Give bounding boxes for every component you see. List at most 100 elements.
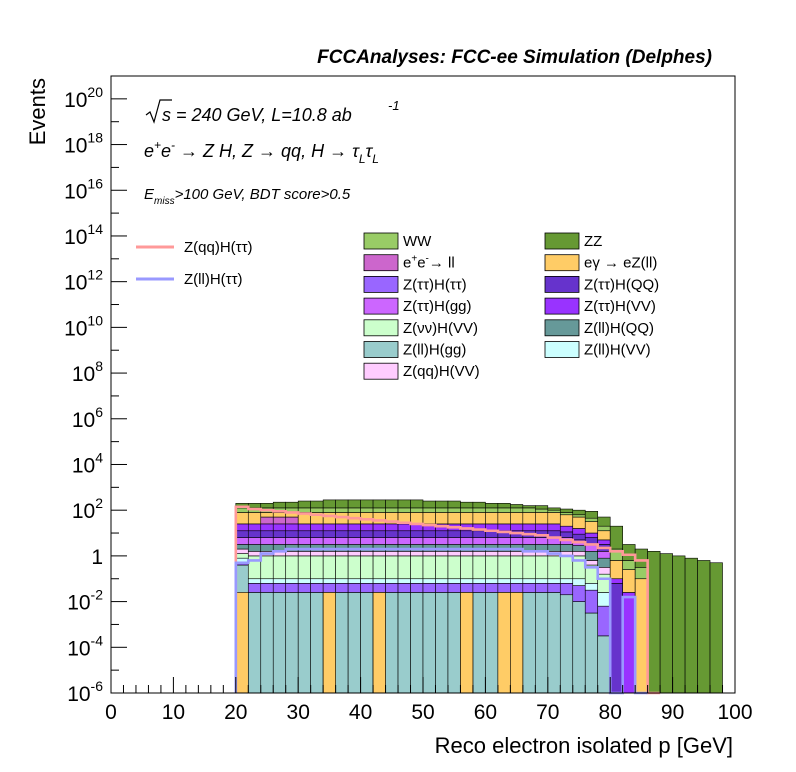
stack-bar-z-tautau-h-qq-32 [310, 530, 324, 538]
stack-bar-zz-94 [697, 560, 711, 694]
y-tick-label: 1010 [64, 312, 103, 340]
stack-bar-ww-68 [535, 508, 549, 513]
stack-bar-z-tautau-h-vv-34 [322, 523, 336, 532]
energy-lumi-text: = 240 GeV, L=10.8 ab [176, 105, 352, 125]
stack-bar-z-tautau-h-qq-20 [235, 530, 249, 538]
stack-bar-ww-66 [522, 507, 536, 513]
legend-swatch-z-tautau-h-tautau [363, 275, 399, 293]
stack-bar-z-nunu-h-vv-66 [522, 555, 536, 580]
stack-bar-z-tautau-h-gg-78 [597, 551, 611, 559]
stack-bar-zz-42 [372, 499, 386, 509]
stack-bar-z-qq-h-vv-58 [472, 551, 486, 557]
x-tick-label: 70 [536, 701, 559, 724]
stack-bar-egamma-ez-ll-24 [260, 512, 274, 518]
legend-label-z-ll-h-qq: Z(ll)H(QQ) [584, 320, 654, 337]
legend-label-zz: ZZ [584, 233, 602, 250]
x-tick-label: 50 [411, 701, 434, 724]
x-tick-label: 10 [162, 701, 185, 724]
stack-bar-z-ll-h-gg-48 [410, 592, 424, 694]
stack-bar-z-tautau-h-tautau-58 [472, 583, 486, 593]
stack-bar-zz-34 [322, 499, 336, 509]
stack-bar-ww-40 [360, 507, 374, 513]
stack-bar-z-ll-h-gg-70 [547, 592, 561, 694]
stack-bar-ww-30 [297, 507, 311, 513]
stack-bar-z-ll-h-vv-72 [559, 578, 574, 584]
annotation-cuts: Emiss>100 GeV, BDT score>0.5 [144, 186, 351, 207]
stack-bar-egamma-ez-ll-26 [272, 512, 287, 518]
stack-bar-zz-92 [684, 557, 698, 694]
stack-bar-z-ll-h-gg-26 [272, 592, 287, 694]
stack-bar-z-ll-h-qq-70 [547, 544, 561, 552]
stack-bar-z-ll-h-gg-60 [485, 592, 499, 694]
stack-bar-egamma-ez-ll-54 [447, 512, 461, 525]
egamma-bar-64 [510, 592, 524, 694]
stack-bar-zz-62 [497, 503, 511, 509]
x-tick-label: 0 [105, 701, 117, 724]
stack-bar-z-ll-h-gg-74 [572, 601, 586, 694]
stack-bar-ww-62 [497, 507, 511, 513]
stack-bar-z-tautau-h-qq-58 [472, 530, 486, 538]
stack-bar-z-tautau-h-qq-38 [347, 530, 361, 538]
y-tick-label: 10-2 [67, 587, 103, 615]
stack-bar-zz-28 [285, 501, 299, 509]
x-axis-ticks: 0 10 20 30 40 50 60 70 80 90 100 [105, 677, 753, 724]
y-tick-label: 1018 [64, 130, 103, 158]
stack-bar-z-ll-h-gg-50 [422, 592, 436, 694]
stack-bar-z-ll-h-gg-40 [360, 592, 374, 694]
stack-bar-z-tautau-h-vv-40 [360, 523, 374, 532]
stack-bar-z-tautau-h-vv-72 [559, 525, 574, 533]
stack-bar-ww-36 [335, 507, 349, 513]
stack-bar-z-qq-h-vv-78 [597, 567, 611, 575]
egamma-bar-42 [372, 592, 386, 694]
legend-swatch-z-tautau-h-qq [544, 275, 580, 293]
stack-bar-z-nunu-h-vv-26 [272, 555, 287, 580]
stack-bar-zz-22 [247, 503, 262, 509]
stack-bar-z-tautau-h-qq-40 [360, 530, 374, 538]
stack-bar-z-tautau-h-tautau-32 [310, 583, 324, 593]
legend-swatch-e-e-ll [363, 254, 399, 272]
stack-bar-z-ll-h-vv-60 [485, 578, 499, 584]
legend-swatch-z-ll-h-gg [363, 341, 399, 358]
sqrt-s: s [162, 105, 171, 125]
stack-bar-z-tautau-h-vv-70 [547, 523, 561, 532]
stack-bar-z-tautau-h-gg-40 [360, 537, 374, 545]
stack-bar-z-tautau-h-tautau-44 [385, 583, 399, 593]
stack-bar-z-tautau-h-gg-22 [247, 537, 262, 545]
stack-bar-z-qq-h-vv-62 [497, 551, 511, 557]
stack-bar-z-qq-h-vv-36 [335, 551, 349, 557]
stack-bar-z-ll-h-vv-28 [285, 578, 299, 584]
stack-bar-z-nunu-h-vv-52 [435, 555, 449, 580]
stack-bar-z-nunu-h-vv-24 [260, 555, 274, 580]
stack-bar-z-tautau-h-gg-30 [297, 537, 311, 545]
stack-bar-z-ll-h-vv-48 [410, 578, 424, 584]
stack-bar-zz-48 [410, 499, 424, 509]
stack-bar-z-qq-h-vv-40 [360, 551, 374, 557]
stack-bar-egamma-ez-ll-42 [372, 512, 386, 525]
stack-bar-z-tautau-h-gg-62 [497, 537, 511, 545]
stack-bar-z-tautau-h-tautau-72 [559, 583, 574, 596]
stack-bar-zz-96 [709, 562, 723, 694]
stack-bar-z-ll-h-qq-76 [584, 551, 599, 561]
stack-bar-z-tautau-h-qq-44 [385, 530, 399, 538]
y-tick-label: 104 [72, 449, 103, 477]
stack-bar-z-tautau-h-qq-72 [559, 531, 574, 538]
signal-line-z-qq-h-tautau [234, 505, 661, 695]
stack-bar-zz-44 [385, 499, 399, 509]
x-tick-label: 20 [224, 701, 247, 724]
stack-bar-z-tautau-h-gg-42 [372, 537, 386, 545]
stack-bar-z-nunu-h-vv-50 [422, 555, 436, 580]
stack-bar-z-tautau-h-gg-20 [235, 537, 249, 545]
stack-bar-z-ll-h-gg-30 [297, 592, 311, 694]
stack-bar-z-qq-h-vv-32 [310, 551, 324, 557]
stack-bar-z-tautau-h-gg-38 [347, 537, 361, 545]
stack-bar-zz-60 [485, 503, 499, 509]
stack-bar-z-ll-h-qq-24 [260, 544, 274, 552]
egamma-bar-34 [322, 592, 336, 694]
stack-bar-z-tautau-h-gg-28 [285, 537, 299, 545]
stack-bar-z-nunu-h-vv-32 [310, 555, 324, 580]
stack-bar-ww-50 [422, 507, 436, 513]
stack-bar-z-tautau-h-qq-74 [572, 533, 586, 541]
stack-bar-ww-74 [572, 514, 586, 518]
stack-bar-egamma-ez-ll-74 [572, 516, 586, 529]
